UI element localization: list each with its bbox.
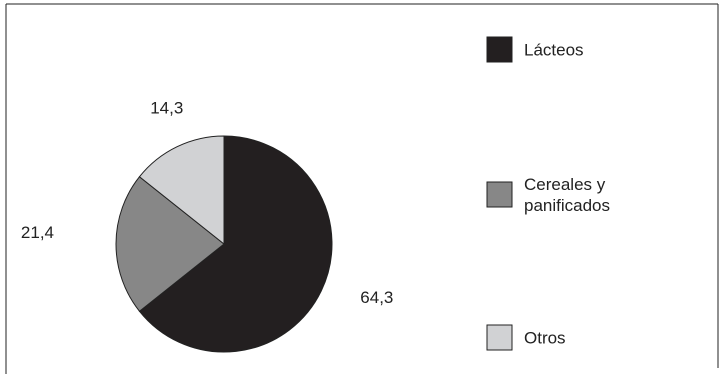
legend-label-cereales-y-panificados-line-2: panificados — [524, 196, 610, 215]
pie-slice-lacteos — [138, 135, 333, 353]
legend-swatch-cereales-y-panificados — [486, 181, 513, 208]
pie-slice-otros — [138, 135, 225, 246]
data-label-lacteos: 64,3 — [360, 288, 393, 307]
pie-labels: 64,3 21,4 14,3 — [21, 99, 393, 308]
legend-label-otros: Otros — [524, 329, 566, 348]
legend-swatch-otros — [486, 324, 513, 351]
data-label-otros: 14,3 — [150, 99, 183, 118]
legend-label-cereales-y-panificados-line-1: Cereales y — [524, 175, 606, 194]
data-label-cereales-y-panificados: 21,4 — [21, 223, 54, 242]
legend-label-lacteos: Lácteos — [524, 41, 584, 60]
pie-slice-cereales-y-panificados — [115, 176, 225, 312]
legend: Lácteos Cereales y panificados Otros — [486, 36, 610, 351]
chart-border — [5, 3, 719, 374]
pie-slices — [115, 135, 333, 353]
legend-swatch-lacteos — [486, 36, 513, 63]
